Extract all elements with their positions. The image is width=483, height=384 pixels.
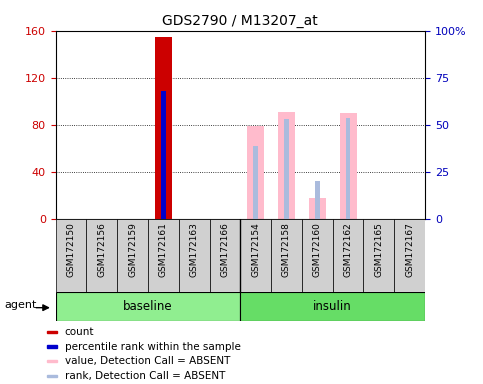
Bar: [240, 219, 271, 292]
Bar: [284, 119, 289, 219]
Bar: [302, 219, 333, 292]
Bar: [241, 292, 425, 321]
Bar: [148, 219, 179, 292]
Bar: [278, 112, 295, 219]
Bar: [47, 360, 57, 362]
Text: GSM172165: GSM172165: [374, 222, 384, 277]
Bar: [340, 113, 356, 219]
Bar: [47, 346, 57, 348]
Text: rank, Detection Call = ABSENT: rank, Detection Call = ABSENT: [65, 371, 225, 381]
Text: GSM172163: GSM172163: [190, 222, 199, 277]
Text: GSM172159: GSM172159: [128, 222, 137, 277]
Bar: [364, 219, 394, 292]
Bar: [333, 219, 364, 292]
Bar: [271, 219, 302, 292]
Bar: [56, 219, 86, 292]
Text: GSM172166: GSM172166: [220, 222, 229, 277]
Text: GSM172156: GSM172156: [97, 222, 106, 277]
Text: GSM172158: GSM172158: [282, 222, 291, 277]
Bar: [210, 219, 240, 292]
Bar: [47, 331, 57, 333]
Bar: [56, 292, 241, 321]
Text: percentile rank within the sample: percentile rank within the sample: [65, 341, 241, 351]
Bar: [117, 219, 148, 292]
Bar: [161, 91, 166, 219]
Text: GSM172167: GSM172167: [405, 222, 414, 277]
Text: value, Detection Call = ABSENT: value, Detection Call = ABSENT: [65, 356, 230, 366]
Bar: [155, 36, 172, 219]
Bar: [394, 219, 425, 292]
Title: GDS2790 / M13207_at: GDS2790 / M13207_at: [162, 14, 318, 28]
Text: insulin: insulin: [313, 300, 352, 313]
Bar: [315, 181, 320, 219]
Text: GSM172162: GSM172162: [343, 222, 353, 276]
Text: GSM172160: GSM172160: [313, 222, 322, 277]
Text: GSM172154: GSM172154: [251, 222, 260, 276]
Text: agent: agent: [4, 300, 37, 310]
Bar: [86, 219, 117, 292]
Text: count: count: [65, 327, 94, 337]
Bar: [247, 126, 264, 219]
Bar: [47, 375, 57, 377]
Bar: [346, 118, 350, 219]
Bar: [309, 198, 326, 219]
Text: baseline: baseline: [123, 300, 173, 313]
Text: GSM172161: GSM172161: [159, 222, 168, 277]
Bar: [254, 146, 258, 219]
Text: GSM172150: GSM172150: [67, 222, 75, 277]
Bar: [179, 219, 210, 292]
